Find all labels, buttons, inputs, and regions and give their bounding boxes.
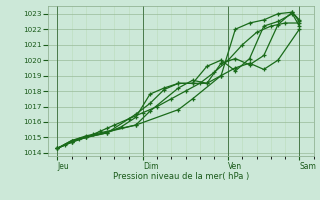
- X-axis label: Pression niveau de la mer( hPa ): Pression niveau de la mer( hPa ): [113, 172, 249, 181]
